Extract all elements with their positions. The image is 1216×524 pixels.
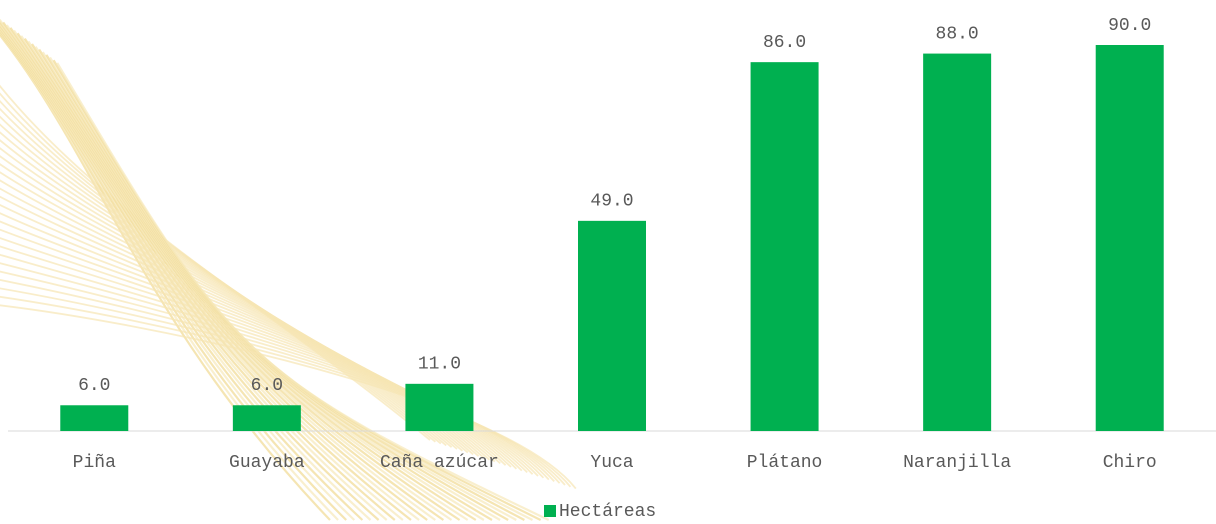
value-label: 11.0 [418,355,461,375]
legend-label: Hectáreas [559,502,656,522]
bar [1095,45,1164,431]
x-tick-label: Yuca [590,453,633,473]
value-label: 86.0 [763,33,806,53]
value-label: 49.0 [590,192,633,212]
bar [750,62,819,432]
decor-curve [0,253,545,479]
decor-curve [52,59,542,521]
legend-swatch [544,505,556,517]
decor-curve [31,43,493,521]
x-tick-label: Piña [73,453,116,473]
decor-curve [0,139,469,454]
decor-curve [0,279,561,484]
decor-curve [0,131,463,452]
x-tick-label: Caña azúcar [380,453,499,473]
value-label: 6.0 [78,376,110,396]
value-label: 88.0 [936,24,979,44]
bar [60,405,129,431]
x-tick-label: Chiro [1103,453,1157,473]
x-tick-label: Guayaba [229,453,305,473]
decor-curve [0,270,555,482]
decor-curve [0,262,550,481]
decor-curve [49,56,533,521]
value-label: 6.0 [251,376,283,396]
decor-curve [0,245,539,477]
x-tick-label: Plátano [747,453,823,473]
decor-curve [0,115,453,448]
background-decor [0,19,577,521]
value-label: 90.0 [1108,16,1151,36]
decor-curve [0,295,572,488]
bar [923,53,992,431]
decor-curve [23,37,477,521]
bar [578,220,646,431]
decor-curve [0,123,458,450]
x-tick-label: Naranjilla [903,453,1011,473]
decor-curve [0,304,577,490]
decor-curve [0,287,566,486]
bar [405,383,474,431]
decor-curve [56,62,550,521]
bar [232,405,301,431]
decor-curve [27,40,485,521]
